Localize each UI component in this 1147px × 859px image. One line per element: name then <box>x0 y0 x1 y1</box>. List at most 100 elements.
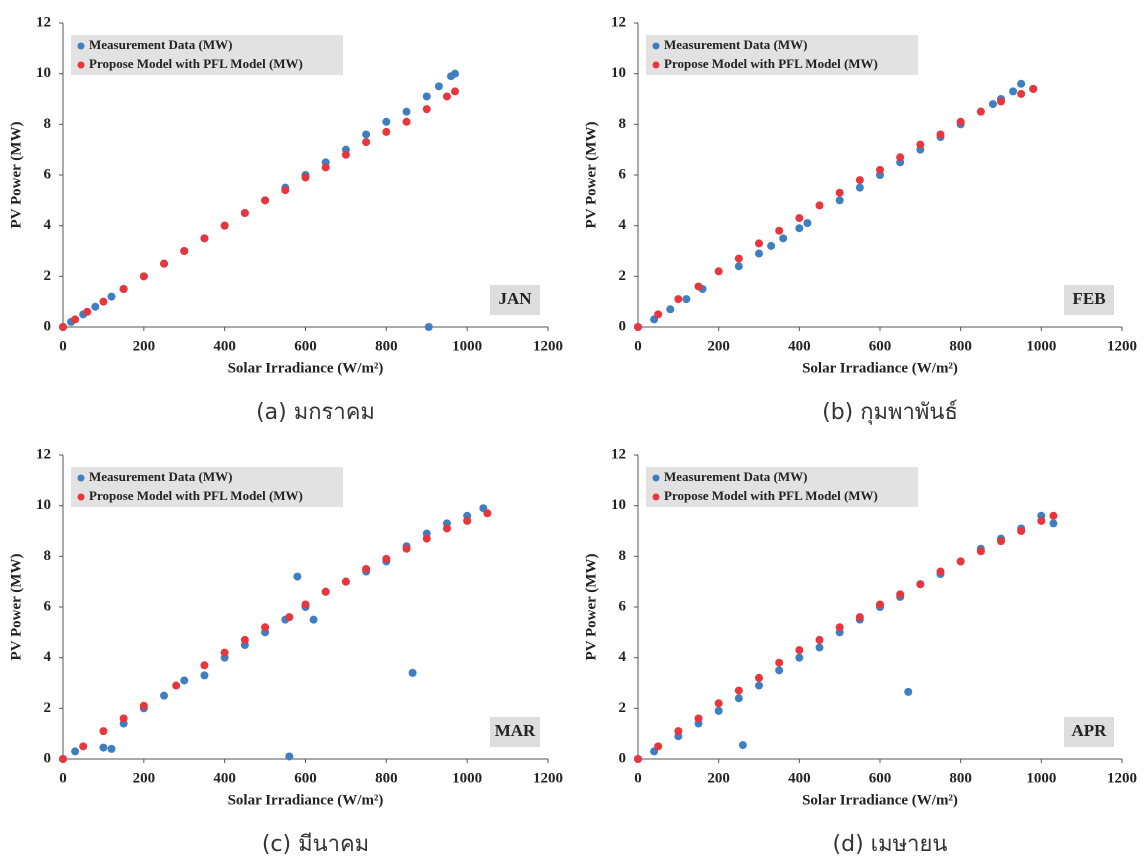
annotation-box <box>1064 285 1114 315</box>
data-point <box>956 557 965 566</box>
data-point <box>301 600 310 609</box>
y-tick-label: 8 <box>619 548 627 564</box>
x-axis-title: Solar Irradiance (W/m²) <box>802 360 958 376</box>
x-tick-label: 0 <box>634 338 642 354</box>
data-point <box>775 666 784 675</box>
legend-label: Propose Model with PFL Model (MW) <box>89 488 303 503</box>
data-point <box>896 590 905 599</box>
data-point <box>220 221 229 230</box>
data-point <box>694 714 703 723</box>
y-tick-label: 8 <box>44 548 52 564</box>
data-point <box>1029 84 1038 93</box>
x-tick-label: 1200 <box>533 770 563 786</box>
data-point <box>107 744 116 753</box>
data-point <box>200 661 209 670</box>
data-point <box>916 580 925 589</box>
data-point <box>775 658 784 667</box>
data-point <box>936 567 945 576</box>
y-tick-label: 2 <box>619 700 627 716</box>
data-point <box>755 673 763 682</box>
x-tick-label: 800 <box>375 338 398 354</box>
legend-marker <box>652 493 660 501</box>
legend-label: Measurement Data (MW) <box>89 37 232 52</box>
data-point <box>654 310 663 319</box>
legend-marker <box>652 42 660 50</box>
x-tick-label: 600 <box>869 338 892 354</box>
data-point <box>835 196 844 205</box>
data-point <box>1017 527 1026 535</box>
x-tick-label: 1000 <box>452 338 482 354</box>
annotation-box <box>1064 717 1114 747</box>
x-tick-label: 1000 <box>1026 770 1056 786</box>
y-axis-title: PV Power (MW) <box>8 122 24 229</box>
data-point <box>362 138 371 147</box>
data-point <box>200 671 209 680</box>
data-point <box>815 635 824 644</box>
data-point <box>59 323 67 331</box>
x-tick-label: 600 <box>869 770 892 786</box>
data-point <box>180 676 189 685</box>
x-tick-label: 800 <box>949 770 972 786</box>
data-point <box>99 727 108 736</box>
data-point <box>160 259 169 268</box>
y-tick-label: 10 <box>36 65 51 81</box>
data-point <box>434 82 443 91</box>
data-point <box>71 747 80 756</box>
caption: (b) กุมพาพันธ์ <box>822 400 958 425</box>
data-point <box>1017 79 1026 88</box>
legend-box <box>646 467 918 507</box>
data-point <box>795 653 804 662</box>
data-point <box>261 623 270 632</box>
data-point <box>301 173 310 182</box>
data-point <box>321 163 330 172</box>
x-tick-label: 1200 <box>1107 338 1137 354</box>
y-tick-label: 2 <box>619 268 627 284</box>
data-point <box>855 613 864 622</box>
data-point <box>855 176 864 185</box>
y-tick-label: 12 <box>36 14 51 30</box>
y-tick-label: 10 <box>611 497 626 513</box>
data-point <box>341 577 350 586</box>
y-tick-label: 4 <box>619 217 627 233</box>
y-tick-label: 0 <box>619 750 627 766</box>
data-point <box>936 130 945 139</box>
legend-box <box>71 467 343 507</box>
x-tick-label: 200 <box>707 338 730 354</box>
data-point <box>362 130 371 139</box>
annotation: JAN <box>498 289 532 308</box>
y-tick-label: 10 <box>611 65 626 81</box>
y-axis-title: PV Power (MW) <box>583 122 599 229</box>
data-point <box>281 186 290 195</box>
legend-label: Propose Model with PFL Model (MW) <box>664 488 878 503</box>
data-point <box>634 323 642 331</box>
data-point <box>382 117 391 126</box>
data-point <box>442 524 451 533</box>
data-point <box>172 681 181 690</box>
y-tick-label: 6 <box>619 598 627 614</box>
data-point <box>795 646 804 655</box>
data-point <box>988 100 997 109</box>
data-point <box>309 615 318 624</box>
y-tick-label: 12 <box>36 446 51 462</box>
data-point <box>714 699 723 708</box>
x-tick-label: 200 <box>133 770 156 786</box>
data-point <box>803 219 812 228</box>
data-point <box>815 201 824 210</box>
data-point <box>240 209 249 217</box>
annotation-box <box>490 285 540 315</box>
data-point <box>424 323 433 331</box>
annotation: APR <box>1072 721 1108 740</box>
data-point <box>422 105 431 114</box>
data-point <box>795 224 804 233</box>
data-point <box>896 153 905 162</box>
data-point <box>1049 519 1058 528</box>
data-point <box>674 295 683 304</box>
data-point <box>71 315 80 324</box>
data-point <box>714 267 723 276</box>
x-tick-label: 1000 <box>1026 338 1056 354</box>
data-point <box>976 107 985 116</box>
data-point <box>321 587 330 596</box>
legend-label: Propose Model with PFL Model (MW) <box>89 56 303 71</box>
y-tick-label: 4 <box>44 649 52 665</box>
